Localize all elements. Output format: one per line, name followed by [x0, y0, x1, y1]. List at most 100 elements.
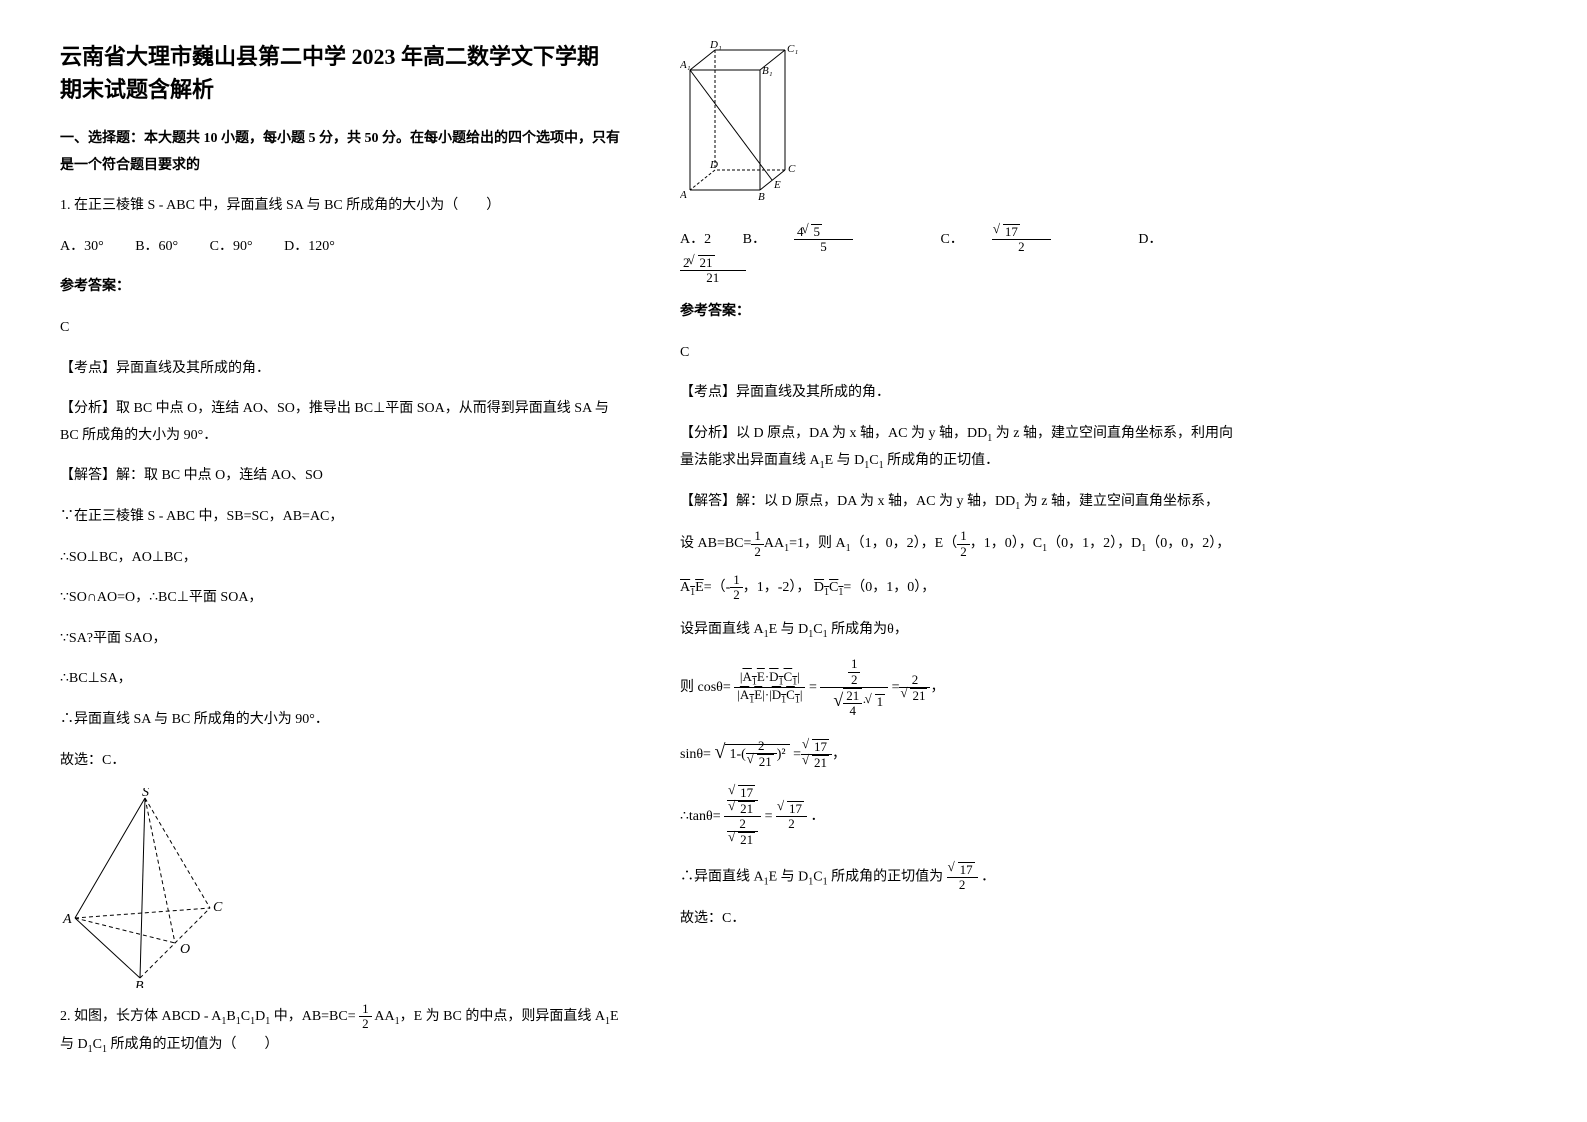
sin-result: 1721: [801, 739, 832, 771]
q2-opt-b: B．455: [743, 232, 909, 247]
q2-opt-a: A．2: [680, 232, 711, 247]
q2-opt-c-label: C．: [940, 232, 963, 247]
q2-s8c: C: [813, 869, 822, 884]
q2-tag: 【考点】异面直线及其所成的角．: [680, 380, 1240, 407]
q2-s8b: E 与 D: [769, 869, 809, 884]
cos-fraction-2: 12 √214·1: [820, 657, 888, 718]
q2-sol3: A1E=（-12，1，-2）， D1C1=（0，1，0），: [680, 573, 1240, 603]
q1-sol5: ∵SA?平面 SAO，: [60, 626, 620, 653]
final-answer-fraction: 172: [947, 862, 978, 893]
left-column: 云南省大理市巍山县第二中学 2023 年高二数学文下学期期末试题含解析 一、选择…: [60, 40, 620, 1072]
q2-an4: C: [869, 453, 878, 468]
q2-opt-c: C．172: [940, 232, 1106, 247]
svg-text:O: O: [180, 942, 190, 957]
q2-opt-b-label: B．: [743, 232, 766, 247]
q2-s2c: （1，0，2），E（: [851, 536, 958, 551]
q2-an1: 【分析】以 D 原点，DA 为 x 轴，AC 为 y 轴，DD: [680, 426, 987, 441]
q2-s2d: ，1，0），C: [970, 536, 1042, 551]
cos-fraction-1: |A1E·D1C1| |A1E|·|D1C1|: [734, 670, 805, 706]
q2-s4a: 设异面直线 A: [680, 622, 764, 637]
q2-sol6: sinθ= √1-(221)² =1721，: [680, 733, 1240, 771]
q2-stem: 2. 如图，长方体 ABCD - A1B1C1D1 中，AB=BC= 12 AA…: [60, 1002, 620, 1058]
q1-sol3: ∴SO⊥BC，AO⊥BC，: [60, 545, 620, 572]
q1-analysis: 【分析】取 BC 中点 O，连结 AO、SO，推导出 BC⊥平面 SOA，从而得…: [60, 396, 620, 449]
q1-sol4: ∵SO∩AO=O，∴BC⊥平面 SOA，: [60, 585, 620, 612]
q2-answer: C: [680, 340, 1240, 367]
q2-s2b: =1，则 A: [789, 536, 846, 551]
q2-sol1: 【解答】解：以 D 原点，DA 为 x 轴，AC 为 y 轴，DD1 为 z 轴…: [680, 489, 1240, 516]
q2-sol5: 则 cosθ= |A1E·D1C1| |A1E|·|D1C1| = 12 √21…: [680, 657, 1240, 718]
q2-s7: ∴tanθ=: [680, 808, 721, 823]
svg-text:A₁: A₁: [680, 59, 691, 71]
page-title: 云南省大理市巍山县第二中学 2023 年高二数学文下学期期末试题含解析: [60, 40, 620, 106]
vector-a1e-icon: A1E: [680, 580, 704, 595]
q2-t1: 2. 如图，长方体 ABCD - A: [60, 1009, 221, 1024]
svg-text:B: B: [135, 979, 144, 988]
q2-analysis: 【分析】以 D 原点，DA 为 x 轴，AC 为 y 轴，DD1 为 z 轴，建…: [680, 421, 1240, 475]
q2-s4d: 所成角为θ，: [828, 622, 908, 637]
tan-fraction-2: 172: [776, 801, 807, 832]
q2-t9: C: [93, 1037, 102, 1052]
q1-sol2: ∵在正三棱锥 S - ABC 中，SB=SC，AB=AC，: [60, 504, 620, 531]
q1-opt-c: C．90°: [210, 239, 253, 254]
svg-text:S: S: [142, 788, 149, 800]
q2-s6: sinθ=: [680, 747, 711, 762]
svg-text:C: C: [213, 900, 223, 915]
q2-s5: 则 cosθ=: [680, 680, 731, 695]
q2-s1b: 为 z 轴，建立空间直角坐标系，: [1020, 494, 1219, 509]
q1-answer-label: 参考答案：: [60, 274, 620, 301]
q2-t7: ，E 为 BC 的中点，则异面直线 A: [400, 1009, 605, 1024]
q2-t10: 所成角的正切值为（ ）: [107, 1037, 279, 1052]
q1-options: A．30° B．60° C．90° D．120°: [60, 234, 620, 261]
q2-sol4: 设异面直线 A1E 与 D1C1 所成角为θ，: [680, 617, 1240, 644]
tan-fraction-1: 1721 221: [724, 785, 761, 848]
q2-s8e: ．: [981, 869, 995, 884]
q2-answer-label: 参考答案：: [680, 299, 1240, 326]
svg-text:C: C: [788, 163, 796, 175]
q2-sol2: 设 AB=BC=12AA1=1，则 A1（1，0，2），E（12，1，0），C1…: [680, 529, 1240, 559]
q2-t6: AA: [374, 1009, 394, 1024]
q2-s1a: 【解答】解：以 D 原点，DA 为 x 轴，AC 为 y 轴，DD: [680, 494, 1015, 509]
half-fraction-icon: 12: [359, 1002, 372, 1032]
q2-sol7: ∴tanθ= 1721 221 = 172 ．: [680, 785, 1240, 848]
svg-text:A: A: [680, 189, 687, 201]
section-1-heading: 一、选择题：本大题共 10 小题，每小题 5 分，共 50 分。在每小题给出的四…: [60, 126, 620, 179]
q2-options: A．2 B．455 C．172 D．22121: [680, 224, 1240, 285]
q2-s8d: 所成角的正切值为: [828, 869, 947, 884]
q1-sol7: ∴异面直线 SA 与 BC 所成角的大小为 90°．: [60, 707, 620, 734]
svg-text:C₁: C₁: [787, 43, 798, 55]
svg-text:D₁: D₁: [709, 40, 722, 51]
q1-sol6: ∴BC⊥SA，: [60, 666, 620, 693]
q2-sol9: 故选：C．: [680, 906, 1240, 933]
q1-opt-b: B．60°: [135, 239, 178, 254]
q2-s8a: ∴异面直线 A: [680, 869, 764, 884]
svg-text:B: B: [758, 191, 765, 203]
q2-t2: B: [226, 1009, 235, 1024]
q2-t4: D: [255, 1009, 265, 1024]
vector-d1c1-icon: D1C1: [814, 580, 843, 595]
cuboid-figure: D₁ C₁ A₁ B₁ D C A B E: [680, 40, 830, 210]
q2-t3: C: [241, 1009, 250, 1024]
q2-s3a: =（-: [704, 580, 731, 595]
q1-opt-a: A．30°: [60, 239, 104, 254]
q2-an3: E 与 D: [825, 453, 865, 468]
q1-answer: C: [60, 315, 620, 342]
sin-radicand: 1-(221)²: [725, 744, 789, 764]
q1-sol8: 故选：C．: [60, 748, 620, 775]
q2-s2a: 设: [680, 536, 698, 551]
q2-s2e: （0，1，2），D: [1047, 536, 1141, 551]
q1-sol1: 【解答】解：取 BC 中点 O，连结 AO、SO: [60, 463, 620, 490]
cos-fraction-3: 221: [899, 673, 930, 704]
q2-t5: 中，AB=BC=: [270, 1009, 355, 1024]
q2-sol8: ∴异面直线 A1E 与 D1C1 所成角的正切值为 172 ．: [680, 862, 1240, 893]
q2-s3c: =（0，1，0），: [843, 580, 935, 595]
q2-s4b: E 与 D: [769, 622, 809, 637]
q1-stem: 1. 在正三棱锥 S - ABC 中，异面直线 SA 与 BC 所成角的大小为（…: [60, 193, 620, 220]
svg-text:A: A: [62, 912, 72, 927]
svg-text:E: E: [773, 179, 781, 191]
q2-s2f: （0，0，2），: [1146, 536, 1230, 551]
right-column: D₁ C₁ A₁ B₁ D C A B E A．2 B．455 C．172 D．…: [680, 40, 1240, 1072]
q2-opt-d-label: D．: [1138, 232, 1162, 247]
q1-opt-d: D．120°: [284, 239, 335, 254]
svg-text:B₁: B₁: [762, 65, 773, 77]
